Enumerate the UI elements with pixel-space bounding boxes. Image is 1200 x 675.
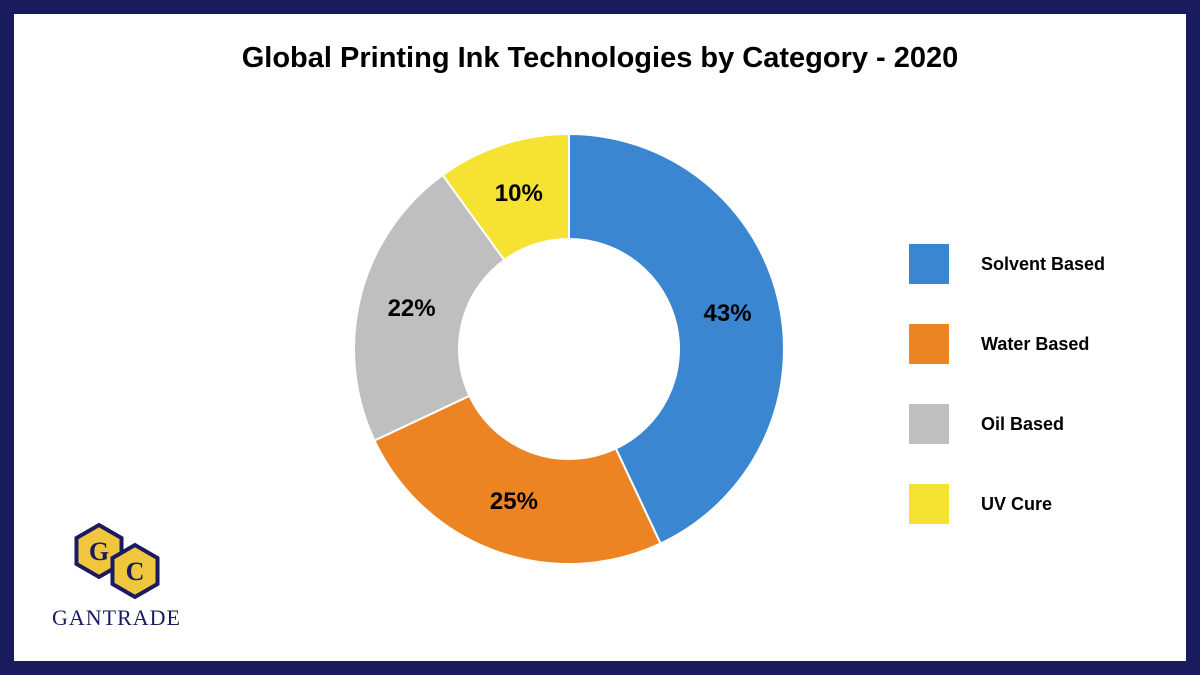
svg-text:G: G xyxy=(88,537,108,566)
chart-frame: Global Printing Ink Technologies by Cate… xyxy=(0,0,1200,675)
chart-legend: Solvent Based Water Based Oil Based UV C… xyxy=(909,244,1105,524)
legend-item: Oil Based xyxy=(909,404,1105,444)
svg-text:C: C xyxy=(125,557,144,586)
legend-swatch xyxy=(909,324,949,364)
brand-name: GANTRADE xyxy=(52,605,181,631)
brand-logo: GC GANTRADE xyxy=(52,521,181,631)
donut-chart: 43% 25% 22% 10% xyxy=(344,124,794,574)
legend-swatch xyxy=(909,404,949,444)
slice-percent-label: 10% xyxy=(495,180,543,208)
legend-item: Solvent Based xyxy=(909,244,1105,284)
slice-percent-label: 25% xyxy=(490,488,538,516)
legend-label: Oil Based xyxy=(981,414,1064,435)
legend-item: Water Based xyxy=(909,324,1105,364)
chart-title: Global Printing Ink Technologies by Cate… xyxy=(14,42,1186,75)
legend-label: UV Cure xyxy=(981,494,1052,515)
slice-percent-label: 43% xyxy=(704,300,752,328)
legend-item: UV Cure xyxy=(909,484,1105,524)
legend-swatch xyxy=(909,244,949,284)
legend-label: Solvent Based xyxy=(981,254,1105,275)
legend-label: Water Based xyxy=(981,334,1089,355)
slice-percent-label: 22% xyxy=(388,295,436,323)
legend-swatch xyxy=(909,484,949,524)
